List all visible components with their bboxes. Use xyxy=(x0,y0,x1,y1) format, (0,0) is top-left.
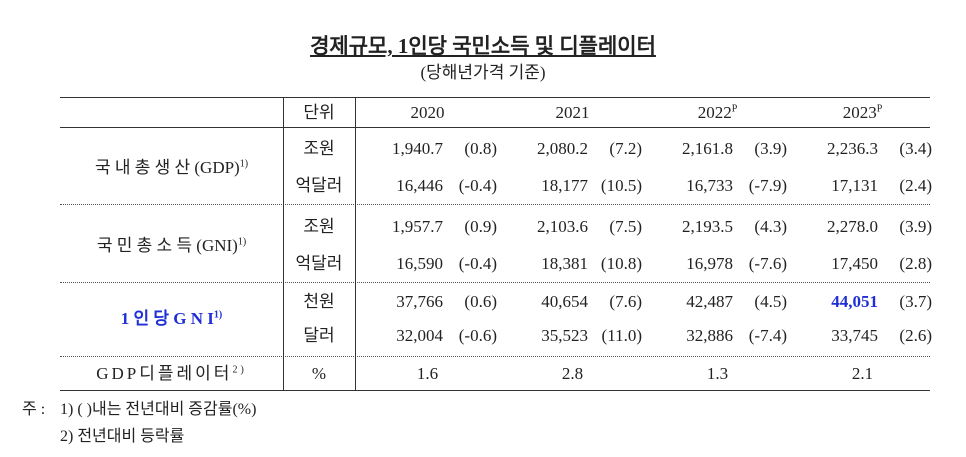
value: 32,886 xyxy=(686,326,733,345)
year-header: 2021 xyxy=(500,104,645,121)
change: (4.5) xyxy=(754,292,787,311)
value: 33,745 xyxy=(831,326,878,345)
group-rule xyxy=(60,356,930,357)
change: (3.7) xyxy=(899,292,932,311)
value: 42,487 xyxy=(686,292,733,311)
change: (3.4) xyxy=(899,139,932,158)
value: 16,590 xyxy=(396,254,443,273)
value: 1.3 xyxy=(706,364,729,383)
note-prefix: 주 : xyxy=(22,401,46,418)
year-header-text: 2021 xyxy=(555,103,590,122)
value: 1,957.7 xyxy=(392,217,443,236)
change: (4.3) xyxy=(754,217,787,236)
unit: 천원 xyxy=(303,292,335,311)
unit-header: 단위 xyxy=(303,103,335,122)
value: 2,236.3 xyxy=(827,139,878,158)
row-label-text: GDP디플레이터 xyxy=(96,364,233,383)
value: 2,080.2 xyxy=(537,139,588,158)
year-header-text: 2022 xyxy=(697,103,732,122)
year-header: 2023P xyxy=(790,104,935,121)
unit: % xyxy=(311,364,327,383)
table-top xyxy=(60,97,930,98)
change: (3.9) xyxy=(899,217,932,236)
change: (0.9) xyxy=(464,217,497,236)
change: (-7.6) xyxy=(748,254,787,273)
row-label-text: 1 인 당 G N I xyxy=(120,309,214,328)
value: 2.8 xyxy=(561,364,584,383)
value: 1.6 xyxy=(416,364,439,383)
row-label: GDP디플레이터2) xyxy=(60,365,283,382)
column-rule xyxy=(355,97,356,390)
unit: 달러 xyxy=(303,326,335,345)
change: (-7.9) xyxy=(748,176,787,195)
value: 16,446 xyxy=(396,176,443,195)
superscript: P xyxy=(731,103,738,115)
value: 2,103.6 xyxy=(537,217,588,236)
note: 2) 전년대비 등락률 xyxy=(60,428,185,445)
change: (3.9) xyxy=(754,139,787,158)
value: 44,051 xyxy=(831,292,878,311)
unit: 조원 xyxy=(303,139,335,158)
value: 16,733 xyxy=(686,176,733,195)
change: (0.8) xyxy=(464,139,497,158)
value: 2,161.8 xyxy=(682,139,733,158)
change: (-0.4) xyxy=(458,176,497,195)
group-rule xyxy=(60,282,930,283)
value: 18,381 xyxy=(541,254,588,273)
change: (10.5) xyxy=(600,176,642,195)
change: (2.4) xyxy=(899,176,932,195)
row-label-text: 국 내 총 생 산 (GDP) xyxy=(94,157,240,177)
row-label: 국 민 총 소 득 (GNI)1) xyxy=(60,235,283,255)
change: (2.6) xyxy=(899,326,932,345)
change: (-7.4) xyxy=(748,326,787,345)
value: 2,193.5 xyxy=(682,217,733,236)
superscript: P xyxy=(876,103,883,115)
superscript: 1) xyxy=(239,157,249,169)
year-header: 2020 xyxy=(355,104,500,121)
value: 17,131 xyxy=(831,176,878,195)
superscript: 1) xyxy=(237,235,247,247)
change: (-0.6) xyxy=(458,326,497,345)
value: 1,940.7 xyxy=(392,139,443,158)
value: 40,654 xyxy=(541,292,588,311)
row-label: 1 인 당 G N I1) xyxy=(60,310,283,327)
column-rule xyxy=(283,97,284,390)
value: 16,978 xyxy=(686,254,733,273)
superscript: 1) xyxy=(213,309,223,321)
title: 경제규모, 1인당 국민소득 및 디플레이터 xyxy=(310,34,656,58)
value: 37,766 xyxy=(396,292,443,311)
change: (2.8) xyxy=(899,254,932,273)
row-label: 국 내 총 생 산 (GDP)1) xyxy=(60,157,283,177)
table-bottom xyxy=(60,390,930,391)
unit: 조원 xyxy=(303,217,335,236)
value: 32,004 xyxy=(396,326,443,345)
change: (-0.4) xyxy=(458,254,497,273)
value: 2.1 xyxy=(851,364,874,383)
value: 35,523 xyxy=(541,326,588,345)
change: (0.6) xyxy=(464,292,497,311)
value: 17,450 xyxy=(831,254,878,273)
change: (7.5) xyxy=(609,217,642,236)
note: 1) ( )내는 전년대비 증감률(%) xyxy=(60,401,257,418)
subtitle: (당해년가격 기준) xyxy=(420,63,546,82)
change: (10.8) xyxy=(600,254,642,273)
unit: 억달러 xyxy=(295,176,343,195)
year-header-text: 2023 xyxy=(842,103,877,122)
unit: 억달러 xyxy=(295,254,343,273)
row-label-text: 국 민 총 소 득 (GNI) xyxy=(96,235,238,255)
value: 2,278.0 xyxy=(827,217,878,236)
value: 18,177 xyxy=(541,176,588,195)
change: (7.2) xyxy=(609,139,642,158)
superscript: 2) xyxy=(232,364,247,376)
header-rule xyxy=(60,127,930,128)
year-header: 2022P xyxy=(645,104,790,121)
change: (7.6) xyxy=(609,292,642,311)
group-rule xyxy=(60,204,930,205)
change: (11.0) xyxy=(601,326,642,345)
year-header-text: 2020 xyxy=(410,103,445,122)
